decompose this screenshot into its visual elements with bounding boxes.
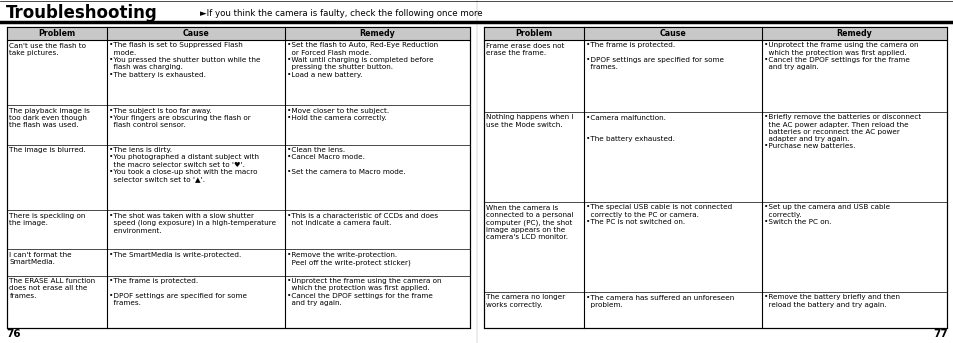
Text: •This is a characteristic of CCDs and does
  not indicate a camera fault.: •This is a characteristic of CCDs and do…: [287, 213, 438, 226]
Text: •Remove the battery briefly and then
  reload the battery and try again.: •Remove the battery briefly and then rel…: [763, 295, 900, 308]
Text: The ERASE ALL function
does not erase all the
frames.: The ERASE ALL function does not erase al…: [10, 278, 95, 299]
Text: •Briefly remove the batteries or disconnect
  the AC power adapter. Then reload : •Briefly remove the batteries or disconn…: [763, 115, 921, 150]
Text: 77: 77: [932, 329, 947, 339]
Text: The image is blurred.: The image is blurred.: [10, 147, 86, 153]
Text: •The special USB cable is not connected
  correctly to the PC or camera.
•The PC: •The special USB cable is not connected …: [585, 204, 732, 225]
Text: •Camera malfunction.


•The battery exhausted.: •Camera malfunction. •The battery exhaus…: [585, 115, 674, 142]
Text: •Set the flash to Auto, Red-Eye Reduction
  or Forced Flash mode.
•Wait until ch: •Set the flash to Auto, Red-Eye Reductio…: [287, 43, 438, 78]
Text: When the camera is
connected to a personal
computer (PC), the shot
image appears: When the camera is connected to a person…: [486, 204, 574, 240]
Text: Troubleshooting: Troubleshooting: [6, 4, 157, 22]
Text: Problem: Problem: [38, 29, 75, 38]
Text: •Set up the camera and USB cable
  correctly.
•Switch the PC on.: •Set up the camera and USB cable correct…: [763, 204, 889, 225]
Text: The camera no longer
works correctly.: The camera no longer works correctly.: [486, 295, 565, 308]
Text: Cause: Cause: [182, 29, 209, 38]
Text: •The subject is too far away.
•Your fingers are obscuring the flash or
  flash c: •The subject is too far away. •Your fing…: [109, 108, 251, 129]
Text: There is speckling on
the image.: There is speckling on the image.: [10, 213, 86, 226]
Text: The playback image is
too dark even though
the flash was used.: The playback image is too dark even thou…: [10, 108, 91, 129]
Text: Cause: Cause: [659, 29, 685, 38]
Bar: [7, 27, 470, 40]
Text: •The frame is protected.

•DPOF settings are specified for some
  frames.: •The frame is protected. •DPOF settings …: [585, 43, 723, 70]
Text: Nothing happens when I
use the Mode switch.: Nothing happens when I use the Mode swit…: [486, 115, 574, 128]
Text: •Clean the lens.
•Cancel Macro mode.

•Set the camera to Macro mode.: •Clean the lens. •Cancel Macro mode. •Se…: [287, 147, 405, 175]
Text: •The lens is dirty.
•You photographed a distant subject with
  the macro selecto: •The lens is dirty. •You photographed a …: [109, 147, 259, 182]
Text: •Unprotect the frame using the camera on
  which the protection was first applie: •Unprotect the frame using the camera on…: [287, 278, 441, 306]
Text: ►If you think the camera is faulty, check the following once more: ►If you think the camera is faulty, chec…: [200, 9, 482, 17]
Bar: [483, 27, 946, 40]
Text: I can't format the
SmartMedia.: I can't format the SmartMedia.: [10, 252, 72, 265]
Text: •The frame is protected.

•DPOF settings are specified for some
  frames.: •The frame is protected. •DPOF settings …: [109, 278, 247, 306]
Text: Remedy: Remedy: [836, 29, 871, 38]
Bar: [483, 27, 946, 328]
Text: •Move closer to the subject.
•Hold the camera correctly.: •Move closer to the subject. •Hold the c…: [287, 108, 389, 121]
Bar: [7, 27, 470, 328]
Text: •Unprotect the frame using the camera on
  which the protection was first applie: •Unprotect the frame using the camera on…: [763, 43, 918, 70]
Text: •The camera has suffered an unforeseen
  problem.: •The camera has suffered an unforeseen p…: [585, 295, 734, 308]
Text: Frame erase does not
erase the frame.: Frame erase does not erase the frame.: [486, 43, 564, 56]
Text: •The SmartMedia is write-protected.: •The SmartMedia is write-protected.: [109, 252, 241, 258]
Text: •The flash is set to Suppressed Flash
  mode.
•You pressed the shutter button wh: •The flash is set to Suppressed Flash mo…: [109, 43, 260, 78]
Text: Can't use the flash to
take pictures.: Can't use the flash to take pictures.: [10, 43, 87, 56]
Text: •The shot was taken with a slow shutter
  speed (long exposure) in a high-temper: •The shot was taken with a slow shutter …: [109, 213, 275, 234]
Text: •Remove the write-protection.
  Peel off the write-protect sticker): •Remove the write-protection. Peel off t…: [287, 252, 411, 266]
Text: 76: 76: [6, 329, 21, 339]
Text: Problem: Problem: [515, 29, 552, 38]
Text: Remedy: Remedy: [359, 29, 395, 38]
